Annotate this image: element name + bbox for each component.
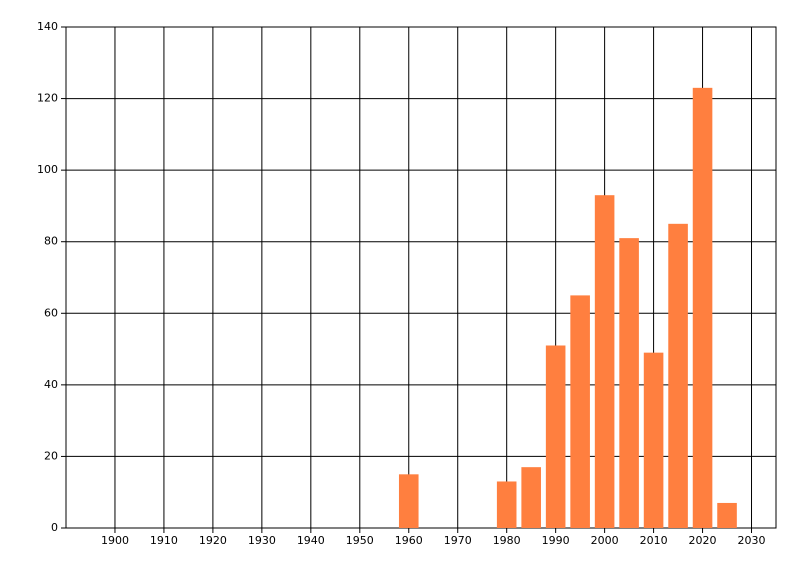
y-tick-label: 100 bbox=[37, 163, 58, 176]
x-tick-label: 1970 bbox=[444, 534, 472, 547]
bar bbox=[619, 238, 639, 528]
y-tick-label: 140 bbox=[37, 20, 58, 33]
bar bbox=[643, 352, 664, 528]
x-tick-label: 1950 bbox=[346, 534, 374, 547]
bar bbox=[496, 481, 517, 528]
bar bbox=[717, 502, 737, 528]
bar bbox=[668, 223, 688, 529]
x-tick-label: 2000 bbox=[591, 534, 619, 547]
x-tick-label: 1980 bbox=[493, 534, 521, 547]
y-tick-label: 60 bbox=[44, 306, 58, 319]
y-tick-label: 120 bbox=[37, 92, 58, 105]
x-tick-label: 2020 bbox=[689, 534, 717, 547]
y-tick-label: 80 bbox=[44, 235, 58, 248]
x-tick-label: 1920 bbox=[199, 534, 227, 547]
x-tick-label: 1960 bbox=[395, 534, 423, 547]
x-tick-label: 1990 bbox=[542, 534, 570, 547]
x-tick-label: 1910 bbox=[150, 534, 178, 547]
bar bbox=[570, 295, 590, 528]
x-tick-label: 1930 bbox=[248, 534, 276, 547]
bar bbox=[545, 345, 566, 528]
y-tick-label: 40 bbox=[44, 378, 58, 391]
bar bbox=[521, 467, 541, 528]
bar bbox=[594, 195, 615, 528]
bar bbox=[692, 87, 713, 528]
x-tick-label: 2030 bbox=[738, 534, 766, 547]
x-tick-label: 1940 bbox=[297, 534, 325, 547]
bar bbox=[398, 474, 419, 528]
y-tick-label: 20 bbox=[44, 449, 58, 462]
x-tick-label: 2010 bbox=[640, 534, 668, 547]
x-tick-label: 1900 bbox=[101, 534, 129, 547]
y-tick-label: 0 bbox=[51, 521, 58, 534]
